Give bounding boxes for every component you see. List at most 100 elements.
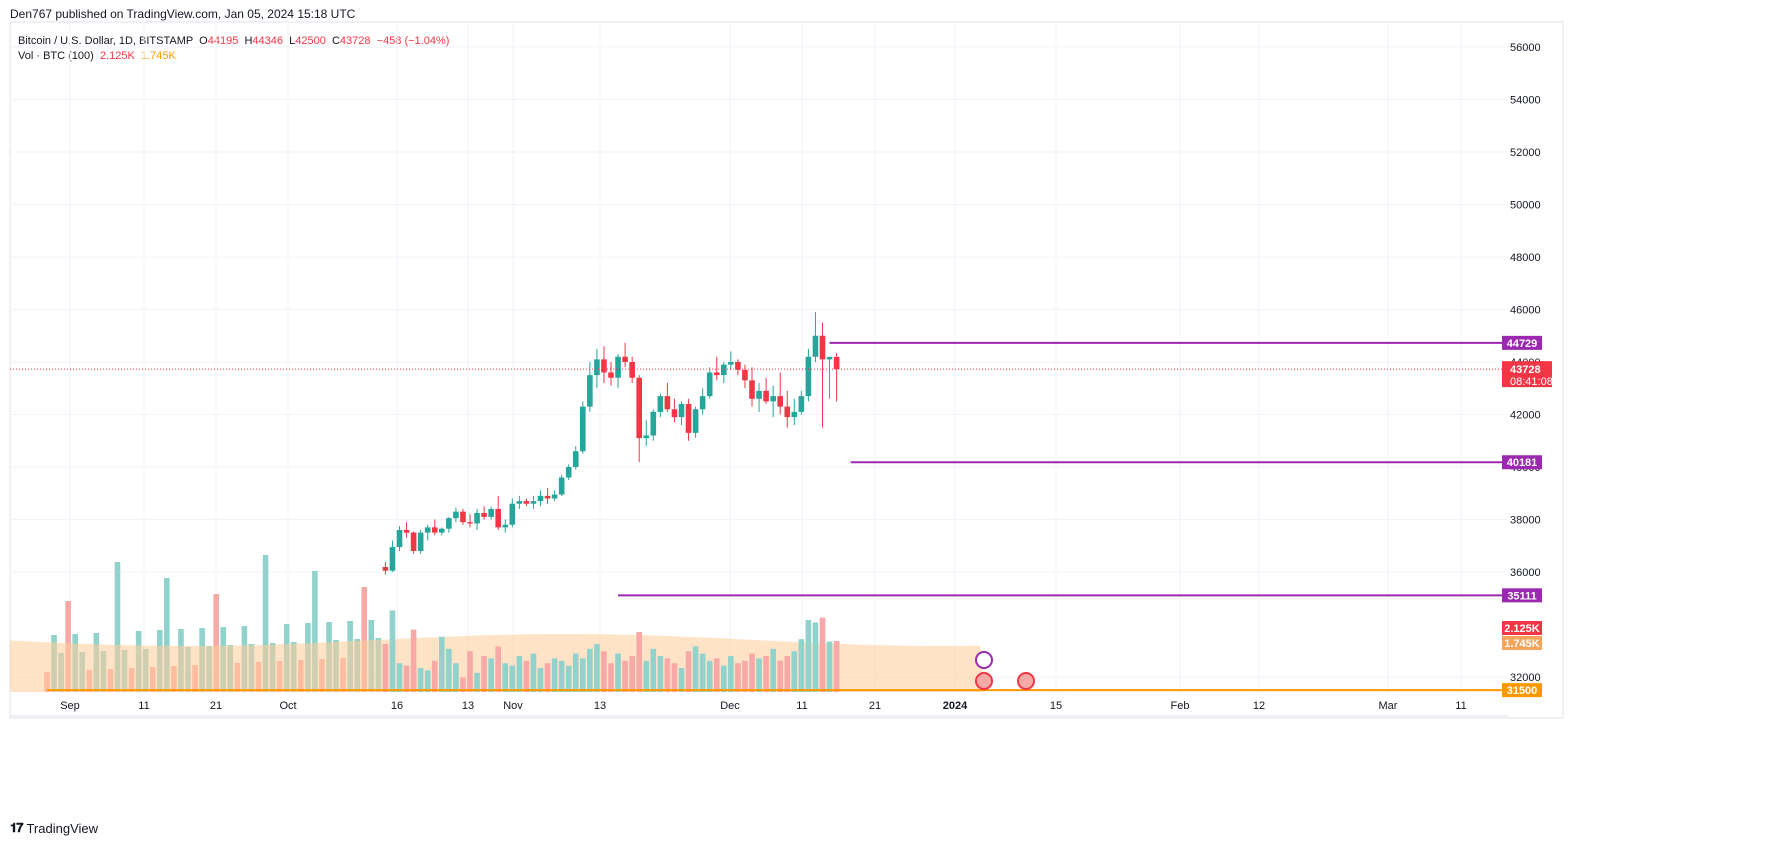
candle-body[interactable] bbox=[417, 532, 424, 551]
candle-body[interactable] bbox=[467, 522, 473, 524]
candle-body[interactable] bbox=[671, 409, 678, 418]
candle-body[interactable] bbox=[608, 372, 614, 378]
candle-body[interactable] bbox=[502, 524, 509, 528]
volume-bar bbox=[460, 677, 466, 692]
candle-body[interactable] bbox=[706, 372, 713, 397]
candle-body[interactable] bbox=[833, 356, 840, 370]
candle-body[interactable] bbox=[784, 406, 791, 418]
candle-body[interactable] bbox=[749, 380, 755, 399]
volume-bar bbox=[523, 660, 530, 692]
candle-body[interactable] bbox=[826, 356, 833, 360]
candle-body[interactable] bbox=[763, 390, 769, 402]
candle-body[interactable] bbox=[791, 411, 798, 418]
candle-body[interactable] bbox=[692, 409, 699, 433]
candle-body[interactable] bbox=[572, 451, 579, 467]
candle-body[interactable] bbox=[678, 404, 685, 418]
volume-bar bbox=[565, 665, 572, 692]
candle-body[interactable] bbox=[460, 511, 466, 523]
candle-body[interactable] bbox=[396, 530, 403, 548]
candle-body[interactable] bbox=[685, 404, 692, 433]
volume-label[interactable]: Vol · BTC (100) bbox=[18, 50, 94, 62]
candle-body[interactable] bbox=[565, 467, 572, 478]
volume-bar bbox=[664, 658, 671, 692]
candle-body[interactable] bbox=[551, 494, 558, 499]
volume-tag-label: 2.125K bbox=[1504, 623, 1540, 635]
candle-body[interactable] bbox=[713, 372, 720, 376]
volume-bar bbox=[580, 658, 586, 692]
candle-body[interactable] bbox=[403, 530, 410, 533]
candle-body[interactable] bbox=[756, 390, 762, 399]
candle-body[interactable] bbox=[558, 477, 565, 495]
candle-body[interactable] bbox=[622, 356, 628, 362]
candle-body[interactable] bbox=[615, 356, 621, 378]
candle-body[interactable] bbox=[594, 359, 600, 376]
candle-body[interactable] bbox=[474, 512, 480, 524]
time-tick-label: 11 bbox=[1455, 700, 1466, 712]
volume-bar bbox=[446, 648, 452, 692]
last-price-tag bbox=[1502, 361, 1552, 388]
time-tick-label: 11 bbox=[796, 700, 807, 712]
candle-body[interactable] bbox=[798, 396, 805, 412]
candle-body[interactable] bbox=[587, 375, 593, 407]
candle-body[interactable] bbox=[389, 547, 396, 571]
candle-body[interactable] bbox=[819, 335, 826, 360]
volume-bar bbox=[615, 653, 621, 692]
volume-bar bbox=[770, 648, 776, 692]
candle-body[interactable] bbox=[728, 362, 734, 365]
candle-body[interactable] bbox=[495, 509, 501, 528]
candle-body[interactable] bbox=[657, 396, 664, 412]
price-tick-label: 50000 bbox=[1510, 200, 1541, 212]
legend-symbol-row: Bitcoin / U.S. Dollar, 1D, BITSTAMP O441… bbox=[18, 34, 449, 49]
time-tick-label: 21 bbox=[210, 700, 222, 712]
symbol-label[interactable]: Bitcoin / U.S. Dollar, 1D, BITSTAMP bbox=[18, 35, 194, 47]
candle-body[interactable] bbox=[481, 512, 487, 517]
candle-body[interactable] bbox=[812, 335, 819, 357]
candle-body[interactable] bbox=[446, 518, 452, 529]
flag-event-icon[interactable] bbox=[1017, 672, 1035, 690]
volume-bar bbox=[467, 651, 473, 692]
time-tick-label: 13 bbox=[594, 700, 606, 712]
flag-event-icon[interactable] bbox=[975, 672, 993, 690]
volume-bar bbox=[812, 622, 819, 692]
candle-body[interactable] bbox=[544, 495, 551, 499]
footer-brand[interactable]: TradingView bbox=[26, 820, 99, 836]
candle-body[interactable] bbox=[721, 364, 727, 376]
candle-body[interactable] bbox=[643, 435, 650, 439]
candle-body[interactable] bbox=[770, 396, 776, 402]
candle-body[interactable] bbox=[523, 501, 530, 504]
candle-body[interactable] bbox=[530, 501, 537, 504]
candle-body[interactable] bbox=[410, 532, 417, 551]
volume-bar bbox=[551, 658, 558, 692]
candle-body[interactable] bbox=[601, 359, 607, 373]
volume-bar bbox=[657, 656, 664, 692]
volume-bar bbox=[453, 663, 459, 692]
candle-body[interactable] bbox=[509, 503, 516, 525]
candle-body[interactable] bbox=[516, 501, 523, 504]
candle-body[interactable] bbox=[735, 362, 741, 370]
candle-body[interactable] bbox=[488, 509, 494, 517]
candle-body[interactable] bbox=[742, 369, 748, 381]
candle-body[interactable] bbox=[650, 411, 657, 436]
lightning-event-icon[interactable] bbox=[975, 651, 993, 669]
candle-body[interactable] bbox=[636, 377, 642, 439]
candle-body[interactable] bbox=[699, 396, 706, 410]
candle-body[interactable] bbox=[431, 527, 438, 533]
volume-bar bbox=[833, 641, 840, 692]
price-tick-label: 54000 bbox=[1510, 95, 1541, 107]
tradingview-logo-icon[interactable]: 𝟏𝟕 bbox=[10, 820, 24, 835]
candle-body[interactable] bbox=[805, 356, 812, 397]
candle-body[interactable] bbox=[537, 495, 544, 502]
candle-body[interactable] bbox=[629, 362, 635, 378]
candle-body[interactable] bbox=[453, 511, 459, 519]
volume-bar bbox=[706, 660, 713, 692]
candle-body[interactable] bbox=[777, 396, 783, 407]
candle-body[interactable] bbox=[439, 528, 445, 533]
candle-body[interactable] bbox=[664, 396, 671, 410]
volume-bar bbox=[742, 660, 748, 692]
candle-body[interactable] bbox=[424, 527, 431, 533]
volume-bar bbox=[713, 658, 720, 692]
candle-body[interactable] bbox=[382, 567, 389, 571]
candle-body[interactable] bbox=[580, 406, 586, 452]
volume-bar bbox=[749, 653, 755, 692]
